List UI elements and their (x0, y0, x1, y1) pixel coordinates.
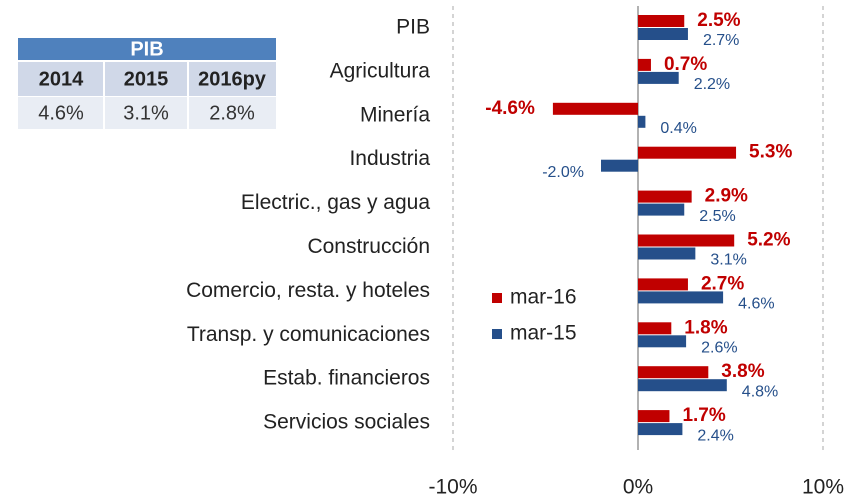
data-label: 2.5% (697, 10, 740, 31)
table-cell: 3.1% (123, 102, 169, 124)
bar (638, 291, 724, 304)
data-label: 1.7% (682, 405, 725, 426)
table-row-bg (18, 97, 276, 129)
data-label: 2.2% (694, 76, 730, 93)
bar (638, 410, 670, 423)
bar (638, 247, 696, 260)
data-label: 4.8% (742, 383, 778, 400)
table-header-bg (18, 38, 276, 60)
bar (638, 234, 735, 247)
bar (638, 115, 646, 128)
x-tick-label: -10% (428, 476, 477, 499)
category-label: Transp. y comunicaciones (187, 323, 430, 346)
data-label: 2.4% (697, 427, 733, 444)
data-label: 3.8% (721, 361, 764, 382)
x-tick-label: 10% (802, 476, 844, 499)
category-label: Electric., gas y agua (241, 191, 430, 214)
bar (638, 335, 687, 348)
bar (638, 58, 651, 71)
category-label: Minería (360, 103, 430, 126)
category-label: Agricultura (330, 59, 431, 82)
bar (638, 190, 692, 203)
bar (552, 102, 638, 115)
data-label: 3.1% (710, 252, 746, 269)
bar (638, 423, 683, 436)
data-label: 2.9% (705, 186, 748, 207)
table-cell: 4.6% (38, 102, 84, 124)
bar (638, 366, 709, 379)
category-label: PIB (396, 16, 430, 39)
bar (638, 15, 685, 27)
category-label: Servicios sociales (263, 411, 430, 434)
table-cell: 2.8% (209, 102, 255, 124)
category-label: Industria (349, 147, 430, 170)
legend-swatch (492, 329, 502, 339)
data-label: 4.6% (738, 296, 774, 313)
bar (601, 159, 638, 172)
bar (638, 203, 685, 216)
bar (638, 28, 688, 40)
data-label: 1.8% (684, 317, 727, 338)
legend-label: mar-16 (510, 286, 577, 309)
bar (638, 322, 672, 335)
data-label: 0.4% (660, 120, 696, 137)
table-header: 2015 (124, 68, 169, 90)
bar (638, 71, 679, 84)
table-row-bg (18, 62, 276, 96)
data-label: -4.6% (485, 98, 535, 119)
data-label: 0.7% (664, 54, 707, 75)
data-label: 2.7% (701, 273, 744, 294)
data-label: -2.0% (542, 164, 584, 181)
bar (638, 379, 727, 392)
legend-label: mar-15 (510, 322, 577, 345)
category-label: Construcción (307, 235, 430, 258)
table-header: 2014 (39, 68, 84, 90)
legend-swatch (492, 293, 502, 303)
table-header: 2016py (198, 68, 267, 90)
data-label: 5.2% (747, 230, 790, 251)
data-label: 5.3% (749, 142, 792, 163)
category-label: Estab. financieros (263, 367, 430, 390)
table-title: PIB (130, 38, 163, 60)
data-label: 2.5% (699, 208, 735, 225)
bar (638, 146, 737, 159)
x-tick-label: 0% (623, 476, 653, 499)
bar (638, 278, 688, 291)
data-label: 2.6% (701, 340, 737, 357)
category-label: Comercio, resta. y hoteles (186, 279, 430, 302)
data-label: 2.7% (703, 32, 739, 49)
